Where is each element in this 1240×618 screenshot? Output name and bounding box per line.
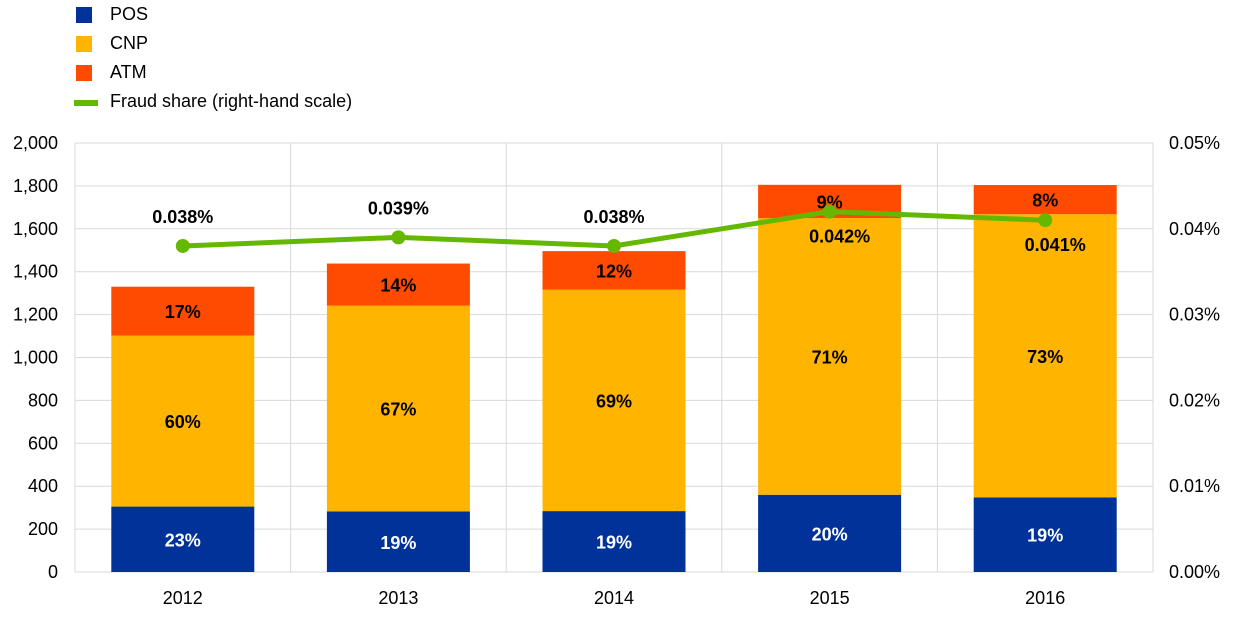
fraud-share-point — [175, 238, 190, 253]
legend-label-fraud-share: Fraud share (right-hand scale) — [110, 91, 353, 111]
y-tick-label: 1,200 — [13, 305, 58, 325]
fraud-share-point — [1038, 213, 1053, 228]
bar-pos — [973, 497, 1117, 572]
bar-cnp — [326, 305, 470, 512]
y-tick-label: 0 — [48, 562, 58, 582]
bar-label-atm: 17% — [165, 302, 201, 322]
bar-pos — [111, 506, 255, 572]
y-tick-label: 1,400 — [13, 262, 58, 282]
bar-atm — [326, 263, 470, 306]
y-tick-label: 600 — [28, 433, 58, 453]
bar-label-pos: 19% — [380, 533, 416, 553]
bar-cnp — [542, 289, 686, 512]
legend-line-fraud-share — [74, 100, 98, 106]
y2-tick-label: 0.03% — [1169, 305, 1220, 325]
bar-label-cnp: 60% — [165, 412, 201, 432]
fraud-share-point — [607, 238, 621, 253]
bar-cnp — [111, 335, 255, 507]
x-tick-label: 2016 — [1025, 588, 1065, 608]
bar-cnp — [973, 214, 1117, 498]
bar-label-cnp: 71% — [812, 347, 848, 367]
bar-label-cnp: 69% — [596, 391, 632, 411]
x-tick-label: 2013 — [378, 588, 418, 608]
y-tick-label: 800 — [28, 390, 58, 410]
bar-atm — [111, 286, 255, 336]
bar-pos — [326, 511, 470, 572]
y2-tick-label: 0.02% — [1169, 390, 1220, 410]
fraud-share-label: 0.041% — [1025, 235, 1086, 255]
y2-tick-label: 0.04% — [1169, 219, 1220, 239]
y-tick-label: 2,000 — [13, 133, 58, 153]
y2-tick-label: 0.00% — [1169, 562, 1220, 582]
bar-label-atm: 12% — [596, 261, 632, 281]
bar-label-pos: 23% — [165, 530, 201, 550]
legend-swatch-pos — [76, 7, 92, 23]
fraud-share-point — [822, 204, 837, 219]
bar-pos — [758, 494, 902, 572]
y-tick-label: 1,600 — [13, 219, 58, 239]
fraud-share-label: 0.038% — [583, 207, 644, 227]
y-tick-label: 400 — [28, 476, 58, 496]
y-tick-label: 1,000 — [13, 348, 58, 368]
bar-label-cnp: 73% — [1027, 347, 1063, 367]
bar-label-atm: 8% — [1032, 191, 1058, 211]
x-tick-label: 2015 — [810, 588, 850, 608]
x-tick-label: 2014 — [594, 588, 634, 608]
bar-cnp — [758, 218, 902, 495]
fraud-share-label: 0.039% — [368, 198, 429, 218]
bar-label-atm: 14% — [380, 276, 416, 296]
bar-atm — [973, 185, 1117, 215]
legend-label-cnp: CNP — [110, 33, 149, 53]
bar-pos — [542, 511, 686, 572]
bar-label-pos: 19% — [596, 533, 632, 553]
y-tick-label: 200 — [28, 519, 58, 539]
bar-label-cnp: 67% — [380, 400, 416, 420]
fraud-share-label: 0.042% — [809, 227, 870, 247]
legend-swatch-cnp — [76, 36, 92, 52]
bar-label-pos: 19% — [1027, 526, 1063, 546]
bar-label-pos: 20% — [812, 524, 848, 544]
bar-label-atm: 9% — [817, 192, 843, 212]
fraud-share-label: 0.038% — [152, 207, 213, 227]
y-tick-label: 1,800 — [13, 176, 58, 196]
y2-tick-label: 0.01% — [1169, 476, 1220, 496]
legend-label-pos: POS — [110, 4, 149, 24]
bar-atm — [542, 251, 686, 290]
legend-swatch-atm — [76, 65, 92, 81]
y2-tick-label: 0.05% — [1169, 133, 1220, 153]
fraud-share-point — [391, 230, 406, 245]
x-tick-label: 2012 — [163, 588, 203, 608]
legend-label-atm: ATM — [110, 62, 147, 82]
